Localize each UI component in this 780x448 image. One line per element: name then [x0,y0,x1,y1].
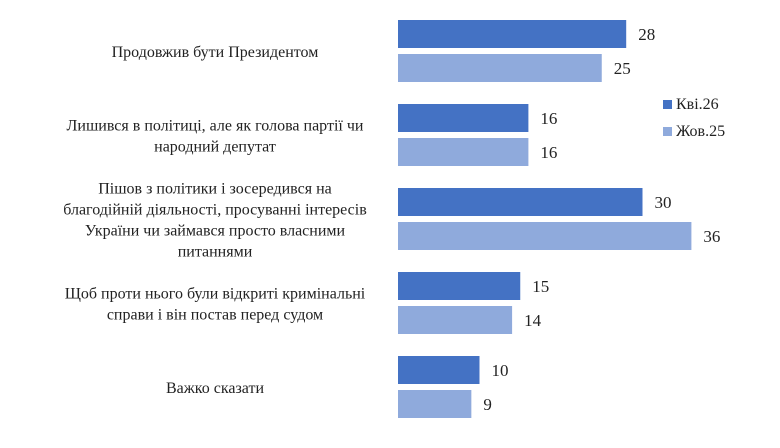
value-label-series2-cat2: 16 [540,143,557,162]
category-label-line: справи і він постав перед судом [107,307,323,324]
bar-series2-cat4 [398,306,513,334]
value-label-series1-cat5: 10 [492,361,509,380]
category-label-line: благодійній діяльності, просуванні інтер… [63,202,367,219]
value-label-series1-cat2: 16 [540,109,557,128]
category-labels: Продовжив бути Президентом Лишився в полі… [63,44,367,397]
category-label-line: України чи займався просто власними [85,223,346,240]
bar-series1-cat2 [398,104,529,132]
bar-series2-cat2 [398,138,529,166]
value-label-series2-cat1: 25 [614,59,631,78]
legend-swatch-1 [663,100,672,109]
category-label-4: Щоб проти нього були відкриті кримінальн… [65,286,366,324]
bars-layer: 28 25 16 16 30 36 15 14 109 [398,20,720,418]
legend: Кві.26 Жов.25 [663,96,725,140]
bar-series1-cat3 [398,188,643,216]
category-label-2: Лишився в політиці, але як голова партії… [67,118,364,156]
category-label-line: народний депутат [154,139,276,156]
bar-series2-cat5 [398,390,472,418]
value-label-series2-cat3: 36 [703,227,720,246]
category-label-5: Важко сказати [166,380,265,397]
bar-series1-cat1 [398,20,627,48]
bar-series2-cat1 [398,54,602,82]
bar-series1-cat5 [398,356,480,384]
category-label-line: Щоб проти нього були відкриті кримінальн… [65,286,366,303]
category-label-line: Важко сказати [166,380,265,397]
value-label-series1-cat4: 15 [532,277,549,296]
legend-label-2: Жов.25 [676,123,725,140]
legend-swatch-2 [663,127,672,136]
category-label-1: Продовжив бути Президентом [112,44,319,61]
category-label-line: питаннями [178,244,253,261]
category-label-line: Продовжив бути Президентом [112,44,319,61]
value-label-series1-cat3: 30 [655,193,672,212]
category-label-line: Лишився в політиці, але як голова партії… [67,118,364,135]
bar-series2-cat3 [398,222,692,250]
value-label-series1-cat1: 28 [638,25,655,44]
legend-label-1: Кві.26 [676,96,719,113]
category-label-3: Пішов з політики і зосередився на благоді… [63,181,367,261]
category-label-line: Пішов з політики і зосередився на [98,181,332,198]
bar-series1-cat4 [398,272,521,300]
value-label-series2-cat5: 9 [483,395,492,414]
value-label-series2-cat4: 14 [524,311,542,330]
